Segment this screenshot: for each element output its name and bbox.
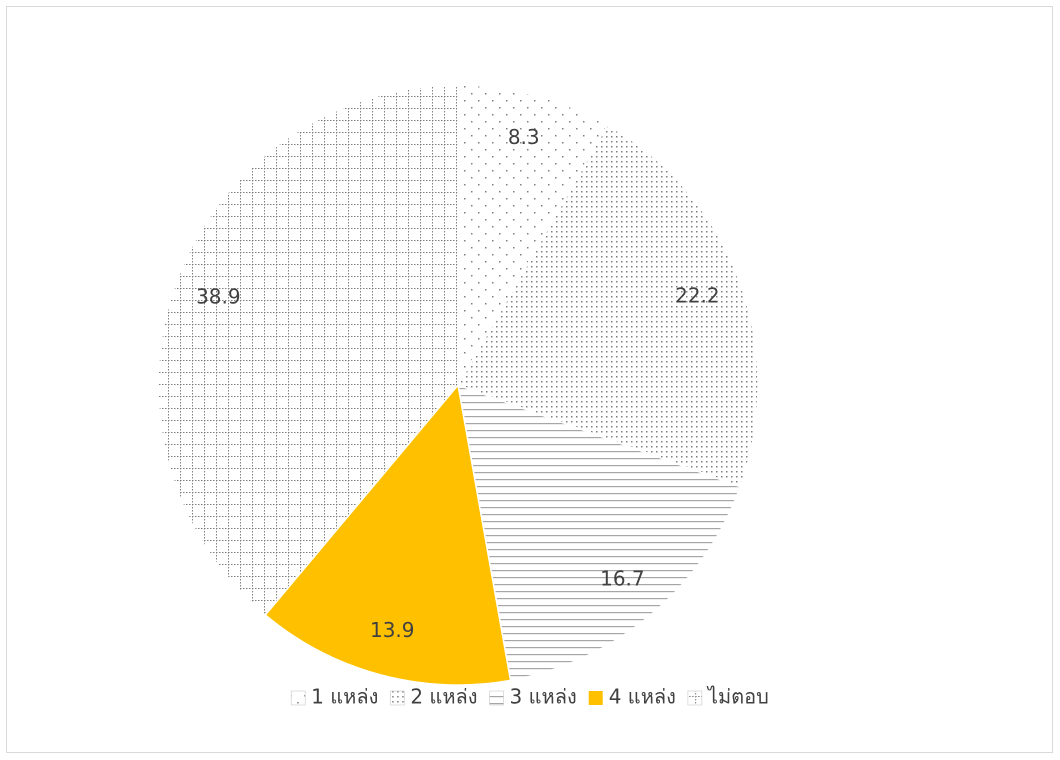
data-label: 16.7	[600, 566, 645, 590]
legend-swatch	[290, 690, 306, 706]
legend: 1 แหล่ง 2 แหล่ง 3 แหล่ง 4 แหล่ง ไม่ตอบ	[290, 685, 769, 709]
pie-slice	[456, 123, 759, 488]
legend-label: 4 แหล่ง	[609, 685, 676, 709]
legend-swatch	[588, 691, 603, 705]
legend-swatch	[687, 690, 703, 706]
legend-label: 3 แหล่ง	[510, 685, 577, 709]
legend-swatch	[489, 690, 504, 706]
data-label: 38.9	[196, 284, 241, 308]
legend-label: 1 แหล่ง	[311, 685, 378, 709]
data-label: 13.9	[370, 618, 415, 642]
legend-label: ไม่ตอบ	[706, 685, 769, 709]
pie-slice	[457, 84, 609, 388]
data-label: 8.3	[508, 125, 540, 149]
pie-slice	[457, 383, 742, 682]
pie-slice	[264, 383, 512, 686]
pie-slice	[157, 84, 459, 617]
legend-swatch	[390, 690, 405, 706]
legend-label: 2 แหล่ง	[410, 685, 477, 709]
data-label: 22.2	[675, 284, 720, 308]
